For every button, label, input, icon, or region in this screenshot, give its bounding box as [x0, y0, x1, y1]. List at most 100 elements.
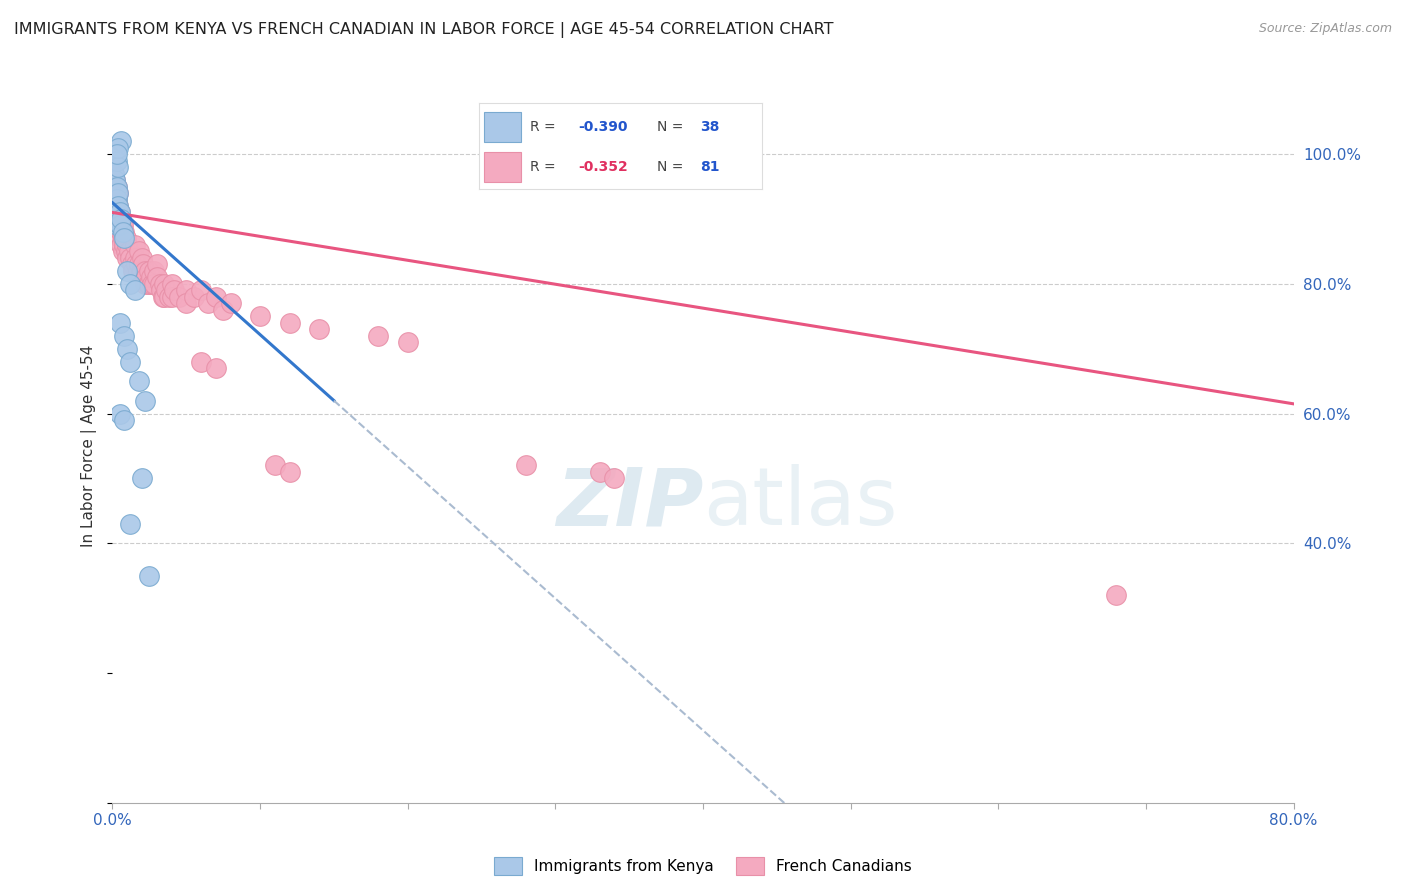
- Point: [127, 264, 149, 278]
- Point: [110, 211, 132, 226]
- Point: [134, 277, 156, 291]
- Point: [167, 290, 190, 304]
- Point: [107, 186, 129, 200]
- Point: [103, 193, 125, 207]
- Point: [117, 251, 138, 265]
- Point: [131, 251, 153, 265]
- Point: [190, 283, 212, 297]
- Point: [308, 322, 330, 336]
- Point: [108, 219, 131, 233]
- Point: [104, 173, 127, 187]
- Point: [107, 211, 129, 226]
- Point: [105, 205, 128, 219]
- Point: [136, 277, 159, 291]
- Point: [588, 465, 610, 479]
- Point: [205, 361, 228, 376]
- Point: [105, 205, 128, 219]
- Point: [120, 516, 142, 531]
- Point: [134, 264, 156, 278]
- Point: [107, 199, 129, 213]
- Point: [108, 407, 131, 421]
- Point: [138, 277, 160, 291]
- Point: [112, 328, 135, 343]
- Point: [138, 264, 160, 278]
- Point: [112, 225, 135, 239]
- Point: [104, 147, 127, 161]
- Point: [104, 186, 127, 200]
- Point: [108, 205, 131, 219]
- Point: [104, 199, 127, 213]
- Point: [124, 283, 146, 297]
- Point: [105, 153, 128, 168]
- Point: [131, 264, 153, 278]
- Point: [153, 290, 176, 304]
- Point: [120, 251, 142, 265]
- Point: [111, 225, 134, 239]
- Point: [278, 465, 301, 479]
- Point: [107, 140, 129, 154]
- Point: [152, 290, 174, 304]
- Point: [128, 257, 150, 271]
- Point: [129, 264, 152, 278]
- Point: [155, 283, 177, 297]
- Point: [104, 199, 127, 213]
- Point: [132, 257, 155, 271]
- Point: [146, 270, 169, 285]
- Text: atlas: atlas: [703, 464, 897, 542]
- Point: [124, 238, 146, 252]
- Point: [142, 277, 165, 291]
- Point: [163, 283, 186, 297]
- Point: [131, 471, 153, 485]
- Point: [107, 199, 129, 213]
- Point: [128, 374, 150, 388]
- Point: [146, 257, 169, 271]
- Point: [160, 277, 183, 291]
- Y-axis label: In Labor Force | Age 45-54: In Labor Force | Age 45-54: [80, 345, 97, 547]
- Point: [110, 211, 132, 226]
- Point: [120, 354, 142, 368]
- Point: [367, 328, 389, 343]
- Point: [135, 270, 157, 285]
- Point: [114, 231, 136, 245]
- Point: [212, 302, 235, 317]
- Point: [128, 244, 150, 259]
- Point: [117, 342, 138, 356]
- Point: [105, 179, 128, 194]
- Point: [103, 167, 125, 181]
- Text: ZIP: ZIP: [555, 464, 703, 542]
- Point: [107, 211, 129, 226]
- Point: [110, 134, 132, 148]
- Point: [111, 244, 134, 259]
- Point: [105, 193, 128, 207]
- Point: [197, 296, 219, 310]
- Point: [138, 568, 160, 582]
- Point: [104, 186, 127, 200]
- Point: [112, 238, 135, 252]
- Point: [110, 225, 132, 239]
- Point: [107, 160, 129, 174]
- Point: [117, 238, 138, 252]
- Point: [174, 283, 197, 297]
- Point: [114, 244, 136, 259]
- Point: [183, 290, 205, 304]
- Point: [603, 471, 626, 485]
- Point: [110, 238, 132, 252]
- Point: [149, 277, 172, 291]
- Point: [108, 231, 131, 245]
- Point: [103, 179, 125, 194]
- Point: [108, 316, 131, 330]
- Point: [150, 283, 173, 297]
- Point: [105, 179, 128, 194]
- Point: [104, 173, 127, 187]
- Point: [124, 251, 146, 265]
- Point: [278, 316, 301, 330]
- Point: [515, 458, 537, 473]
- Point: [111, 231, 134, 245]
- Point: [112, 413, 135, 427]
- Point: [153, 277, 176, 291]
- Point: [141, 277, 163, 291]
- Point: [105, 219, 128, 233]
- Point: [190, 354, 212, 368]
- Point: [112, 231, 135, 245]
- Point: [219, 296, 242, 310]
